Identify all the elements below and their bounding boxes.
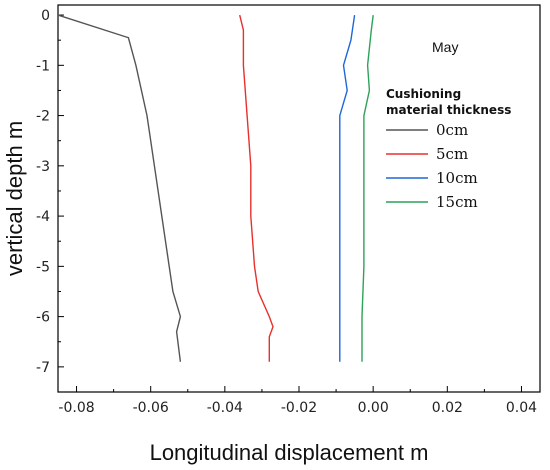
series-layer	[57, 14, 374, 362]
legend-label-0cm: 0cm	[436, 121, 468, 139]
x-tick-label: -0.04	[207, 400, 243, 416]
plot-axes: -0.08 -0.06 -0.04 -0.02 0.00 0.02 0.04 0 -1 -2 -3 -…	[36, 4, 541, 416]
x-axis-title: Longitudinal displacement m	[150, 440, 429, 465]
legend-title-line: Cushioning	[386, 87, 461, 101]
y-tick-label: -4	[36, 209, 50, 225]
x-tick-label: 0.00	[358, 400, 389, 416]
legend-label-5cm: 5cm	[436, 145, 468, 163]
y-tick-label: -2	[36, 109, 50, 125]
legend-label-10cm: 10cm	[436, 169, 478, 187]
legend-label-15cm: 15cm	[436, 193, 478, 211]
x-tick-label: 0.02	[432, 400, 463, 416]
series-line-10cm	[339, 14, 356, 362]
y-tick-label: -5	[36, 259, 50, 275]
series-line-0cm	[57, 14, 182, 362]
series-line-5cm	[239, 14, 274, 362]
y-tick-label: -6	[36, 310, 50, 326]
x-tick-label: -0.08	[58, 400, 94, 416]
x-tick-label: -0.02	[281, 400, 317, 416]
y-tick-label: -7	[36, 360, 50, 376]
y-axis-title: vertical depth m	[2, 121, 27, 276]
x-tick-label: 0.04	[506, 400, 537, 416]
y-tick-label: -3	[36, 159, 50, 175]
y-tick-label: 0	[41, 8, 50, 24]
y-tick-label: -1	[36, 58, 50, 74]
month-annotation: May	[432, 39, 458, 55]
x-tick-label: -0.06	[133, 400, 169, 416]
legend-title-line: material thickness	[386, 103, 511, 117]
series-line-15cm	[361, 15, 374, 362]
legend: Cushioning material thickness 0cm 5cm 10cm 15…	[386, 87, 511, 211]
